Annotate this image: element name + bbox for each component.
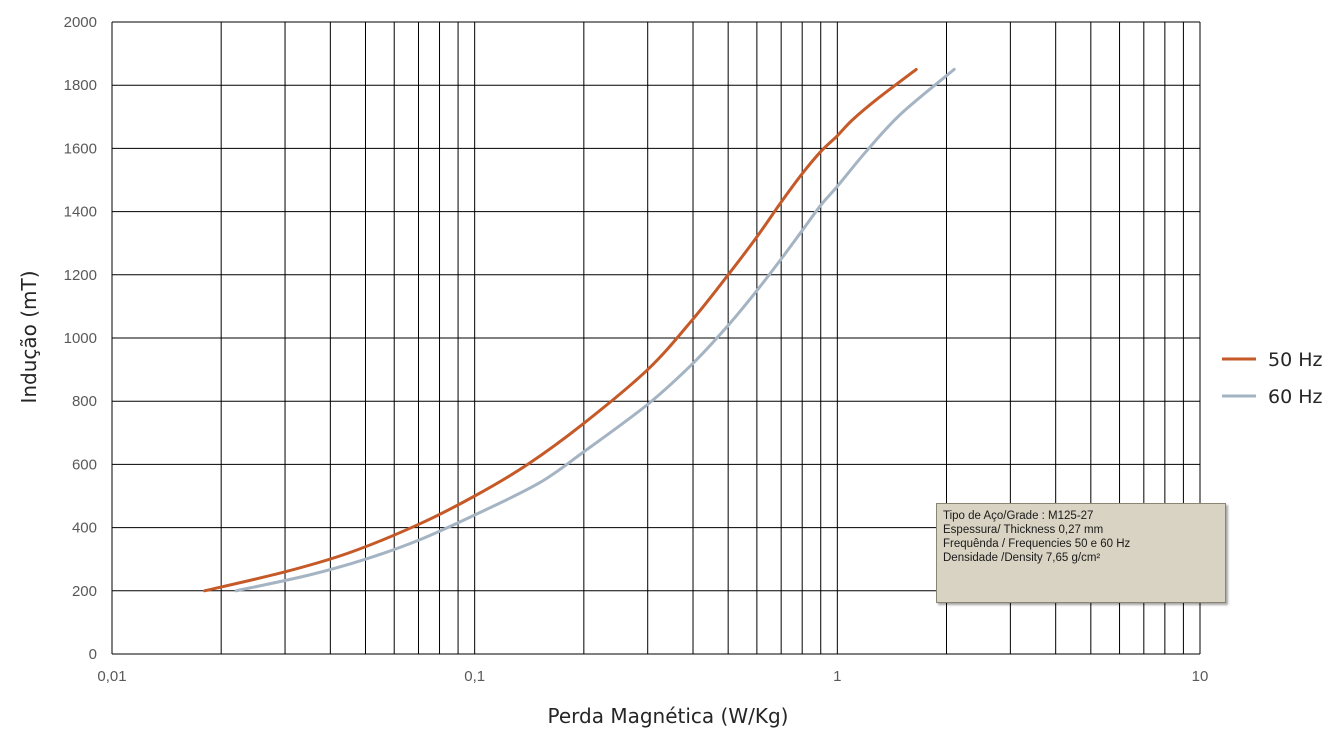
y-tick-label: 2000: [64, 14, 97, 31]
y-axis-title: Indução (mT): [17, 270, 41, 403]
y-tick-label: 1800: [64, 77, 97, 94]
x-tick-label: 1: [833, 668, 841, 685]
info-frequency: Frequênda / Frequencies 50 e 60 Hz: [943, 538, 1131, 550]
series-line-2: [234, 67, 956, 593]
y-tick-label: 600: [72, 456, 97, 473]
y-tick-label: 1600: [64, 140, 97, 157]
y-tick-label: 800: [72, 393, 97, 410]
y-tick-label: 1000: [64, 330, 97, 347]
y-tick-label: 400: [72, 520, 97, 537]
info-box: Tipo de Aço/Grade : M125-27 Espessura/ T…: [936, 503, 1226, 603]
info-density: Densidade /Density 7,65 g/cm²: [943, 552, 1101, 564]
y-tick-label: 0: [89, 646, 97, 663]
legend: 50 Hz 60 Hz: [1222, 349, 1323, 408]
legend-label-2: 60 Hz: [1268, 386, 1323, 408]
info-grade: Tipo de Aço/Grade : M125-27: [943, 510, 1094, 522]
info-thickness: Espessura/ Thickness 0,27 mm: [943, 524, 1104, 536]
x-tick-labels: 0,01 0,1 1 10: [97, 668, 1208, 685]
x-axis-title: Perda Magnética (W/Kg): [548, 704, 789, 728]
x-tick-label: 0,01: [97, 668, 126, 685]
series-lines: [203, 67, 956, 593]
x-tick-label: 10: [1192, 668, 1209, 685]
y-tick-label: 1200: [64, 267, 97, 284]
y-tick-label: 200: [72, 583, 97, 600]
y-tick-labels: 0 200 400 600 800 1000 1200 1400 1600 1800 2000: [64, 14, 97, 663]
series-line-1: [203, 67, 918, 593]
legend-label-1: 50 Hz: [1268, 349, 1323, 371]
y-tick-label: 1400: [64, 204, 97, 221]
x-tick-label: 0,1: [464, 668, 485, 685]
